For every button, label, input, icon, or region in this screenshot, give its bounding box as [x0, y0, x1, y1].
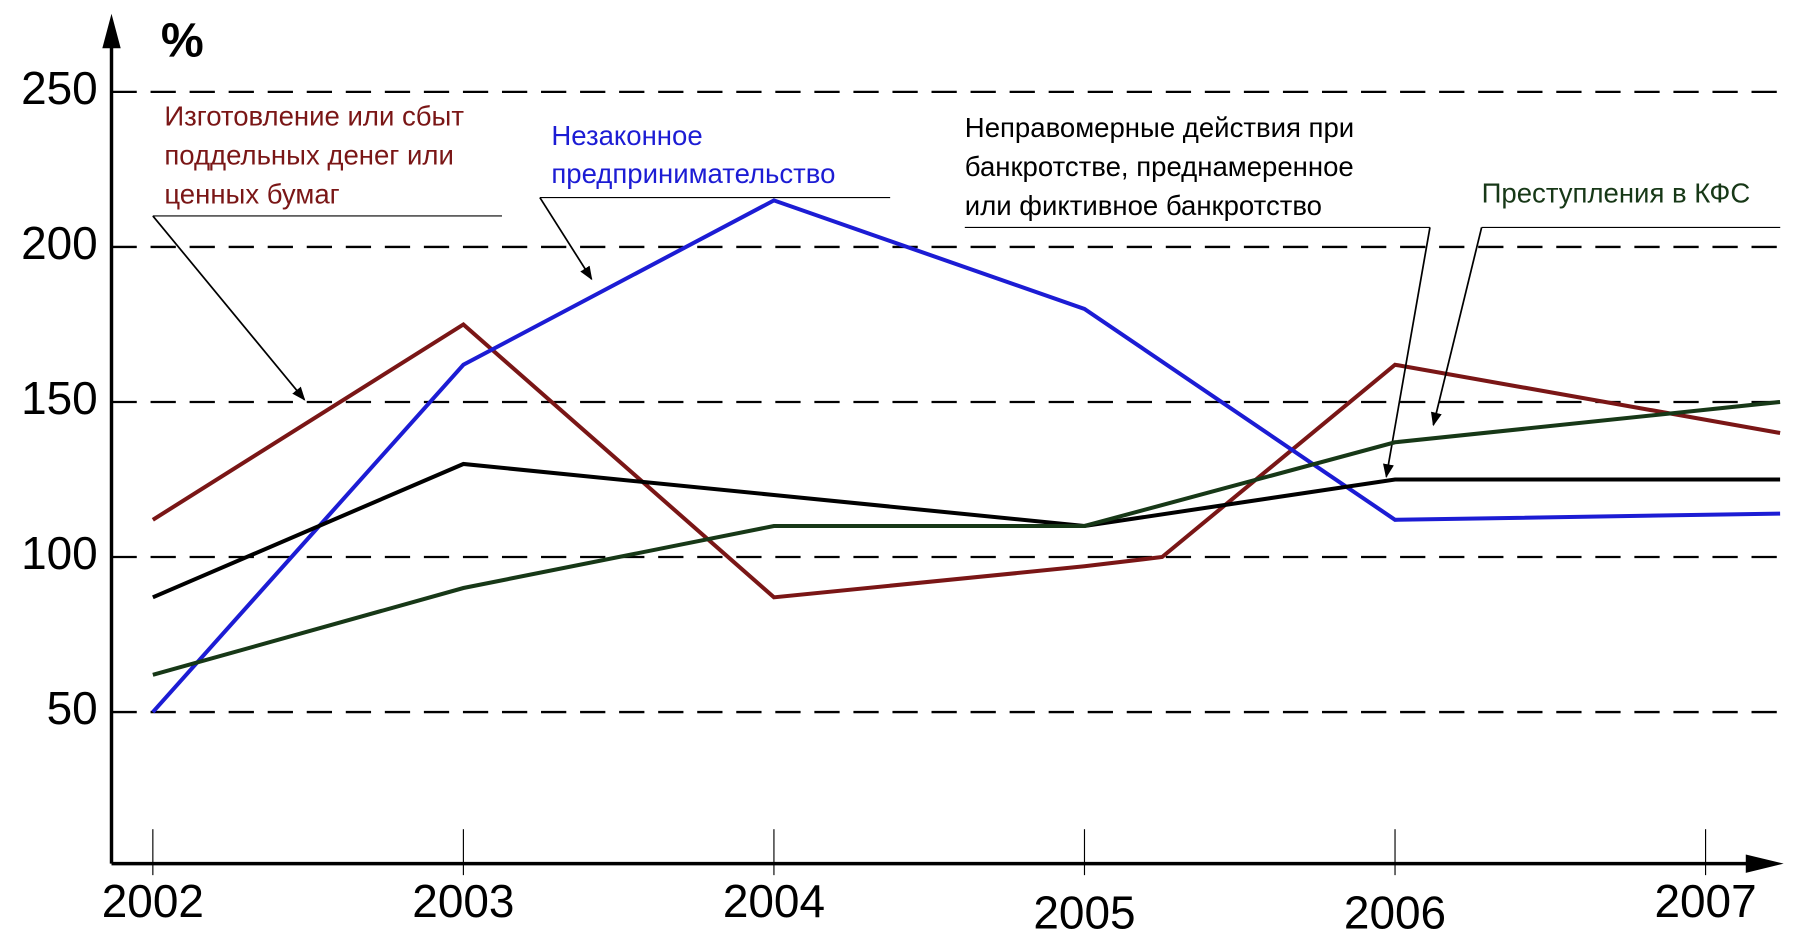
- y-axis-label: %: [161, 13, 204, 67]
- label-leader: [152, 215, 306, 401]
- series-label: поддельных денег или: [164, 140, 454, 171]
- y-tick-label: 150: [21, 372, 98, 424]
- series-line: [151, 198, 1781, 714]
- x-tick-label: 2003: [412, 875, 514, 927]
- series-line: [152, 461, 1781, 600]
- y-tick-label: 250: [21, 62, 98, 114]
- x-tick-label: 2005: [1033, 887, 1135, 936]
- x-tick-label: 2006: [1344, 887, 1446, 936]
- series-label: Неправомерные действия при: [965, 112, 1354, 143]
- series-line: [151, 321, 1781, 600]
- y-tick-label: 100: [21, 527, 98, 579]
- x-axis-arrow: [1745, 854, 1784, 873]
- series-label: предпринимательство: [551, 158, 835, 189]
- y-tick-label: 200: [21, 217, 98, 269]
- series-label: Изготовление или сбыт: [164, 101, 464, 132]
- x-tick-label: 2004: [723, 875, 825, 927]
- x-tick-label: 2002: [102, 875, 204, 927]
- series-label: Незаконное: [551, 120, 702, 151]
- label-leader: [1383, 227, 1431, 478]
- label-leader: [1430, 227, 1483, 427]
- series-label: ценных бумаг: [164, 179, 339, 210]
- series-label: или фиктивное банкротство: [965, 190, 1322, 221]
- series-label: Преступления в КФС: [1482, 178, 1751, 209]
- label-leader: [539, 197, 593, 281]
- series-line: [152, 399, 1781, 677]
- series-label: банкротстве, преднамеренное: [965, 151, 1354, 182]
- y-tick-label: 50: [47, 682, 98, 734]
- x-tick-label: 2007: [1654, 875, 1756, 927]
- y-axis-arrow: [102, 13, 121, 49]
